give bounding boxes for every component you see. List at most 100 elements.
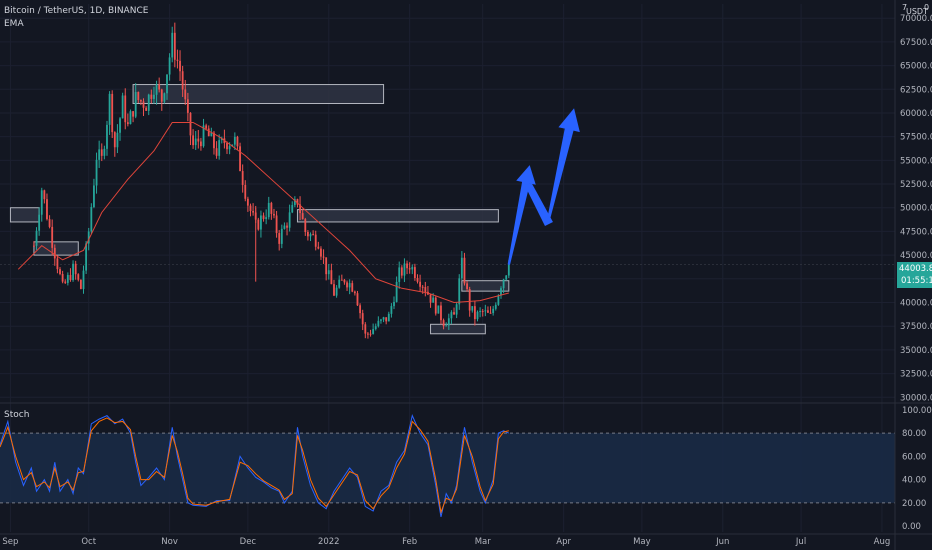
time-tick-label: Oct	[81, 537, 96, 547]
candle-body	[385, 317, 388, 322]
price-badge	[897, 262, 932, 288]
candle-body	[273, 213, 275, 216]
candle-body	[293, 199, 296, 206]
time-tick-label: Dec	[240, 537, 257, 547]
indicator-label-stoch: Stoch	[4, 410, 30, 420]
candle-body	[66, 274, 69, 283]
candle-body	[179, 60, 181, 72]
stoch-tick-label: 40.00	[902, 476, 926, 486]
candle-body	[330, 270, 333, 285]
corner-right-label: 0	[924, 3, 930, 12]
projection-layer	[507, 108, 580, 265]
symbol-title: Bitcoin / TetherUS, 1D, BINANCE	[4, 6, 149, 16]
candle-body	[306, 232, 309, 237]
candle-body	[59, 269, 61, 275]
price-tick-label: 65000.00	[900, 62, 932, 72]
candle-body	[466, 283, 468, 289]
candle-body	[43, 190, 46, 200]
candle-body	[155, 84, 158, 95]
candle-body	[460, 257, 463, 279]
candle-body	[400, 267, 403, 276]
sr-zone	[296, 209, 499, 223]
candle-body	[304, 219, 307, 233]
candle-body	[338, 279, 341, 288]
candle-body	[74, 263, 77, 275]
candle-body	[113, 132, 116, 148]
candle-body	[348, 283, 351, 288]
stoch-tick-label: 0.00	[902, 522, 921, 532]
sr-zone	[461, 280, 510, 292]
stoch-d-line	[0, 417, 509, 515]
candle-body	[103, 148, 106, 156]
candle-body	[413, 267, 416, 279]
candle-body	[166, 74, 168, 94]
candle-body	[424, 287, 427, 292]
candle-body	[46, 199, 48, 220]
candle-body	[286, 225, 288, 228]
candle-body	[265, 217, 268, 219]
candle-body	[325, 257, 328, 275]
candle-body	[257, 219, 260, 230]
sr-zone	[9, 207, 40, 223]
candle-body	[406, 263, 408, 269]
price-tick-label: 52500.00	[900, 180, 932, 190]
candle-body	[309, 234, 312, 237]
time-tick-label: Aug	[874, 537, 891, 547]
candle-body	[372, 329, 375, 334]
candle-body	[246, 198, 249, 206]
projection-arrow-up-1	[507, 165, 536, 265]
candle-body	[275, 215, 278, 234]
candle-body	[181, 71, 184, 90]
candle-body	[197, 138, 200, 142]
candle-body	[176, 59, 179, 61]
candle-body	[139, 100, 142, 102]
candle-body	[236, 136, 239, 147]
time-tick-label: Jun	[715, 537, 729, 547]
candle-body	[145, 107, 148, 111]
candle-body	[186, 99, 189, 113]
candle-body	[69, 274, 72, 281]
candle-body	[192, 135, 195, 146]
price-tick-label: 47500.00	[900, 227, 932, 237]
candle-body	[333, 284, 335, 296]
candle-body	[387, 313, 390, 322]
candle-body	[163, 93, 166, 102]
time-tick-label: Sep	[2, 537, 18, 547]
candle-body	[476, 311, 479, 320]
candle-body	[408, 268, 411, 270]
sr-zone	[33, 241, 79, 256]
ema-line	[17, 121, 509, 304]
candle-body	[233, 136, 236, 145]
candle-body	[471, 306, 474, 311]
candle-body	[116, 132, 119, 148]
price-tick-label: 37500.00	[900, 322, 932, 332]
candle-body	[419, 281, 422, 287]
candle-body	[262, 215, 265, 219]
candle-body	[440, 305, 442, 321]
candle-body	[395, 281, 398, 302]
candle-body	[398, 267, 401, 282]
candle-body	[48, 219, 51, 227]
candle-body	[437, 305, 440, 314]
candle-body	[173, 32, 176, 60]
candle-body	[283, 225, 286, 229]
candle-body	[79, 279, 82, 289]
price-tick-label: 67500.00	[900, 38, 932, 48]
candle-body	[215, 148, 218, 156]
candle-body	[150, 94, 153, 99]
price-tick-label: 30000.00	[900, 393, 932, 403]
candle-body	[270, 202, 273, 214]
candle-body	[479, 310, 482, 312]
ema-layer	[17, 121, 509, 304]
candle-body	[356, 293, 359, 306]
price-tick-label: 55000.00	[900, 156, 932, 166]
price-badge-value: 44003.80	[899, 264, 932, 274]
price-tick-label: 40000.00	[900, 299, 932, 309]
candle-body	[168, 57, 171, 75]
price-tick-label: 32500.00	[900, 370, 932, 380]
stoch-pane	[0, 402, 932, 517]
currency-label[interactable]: USDT	[906, 7, 928, 16]
candle-body	[106, 124, 108, 149]
price-tick-label: 62500.00	[900, 85, 932, 95]
